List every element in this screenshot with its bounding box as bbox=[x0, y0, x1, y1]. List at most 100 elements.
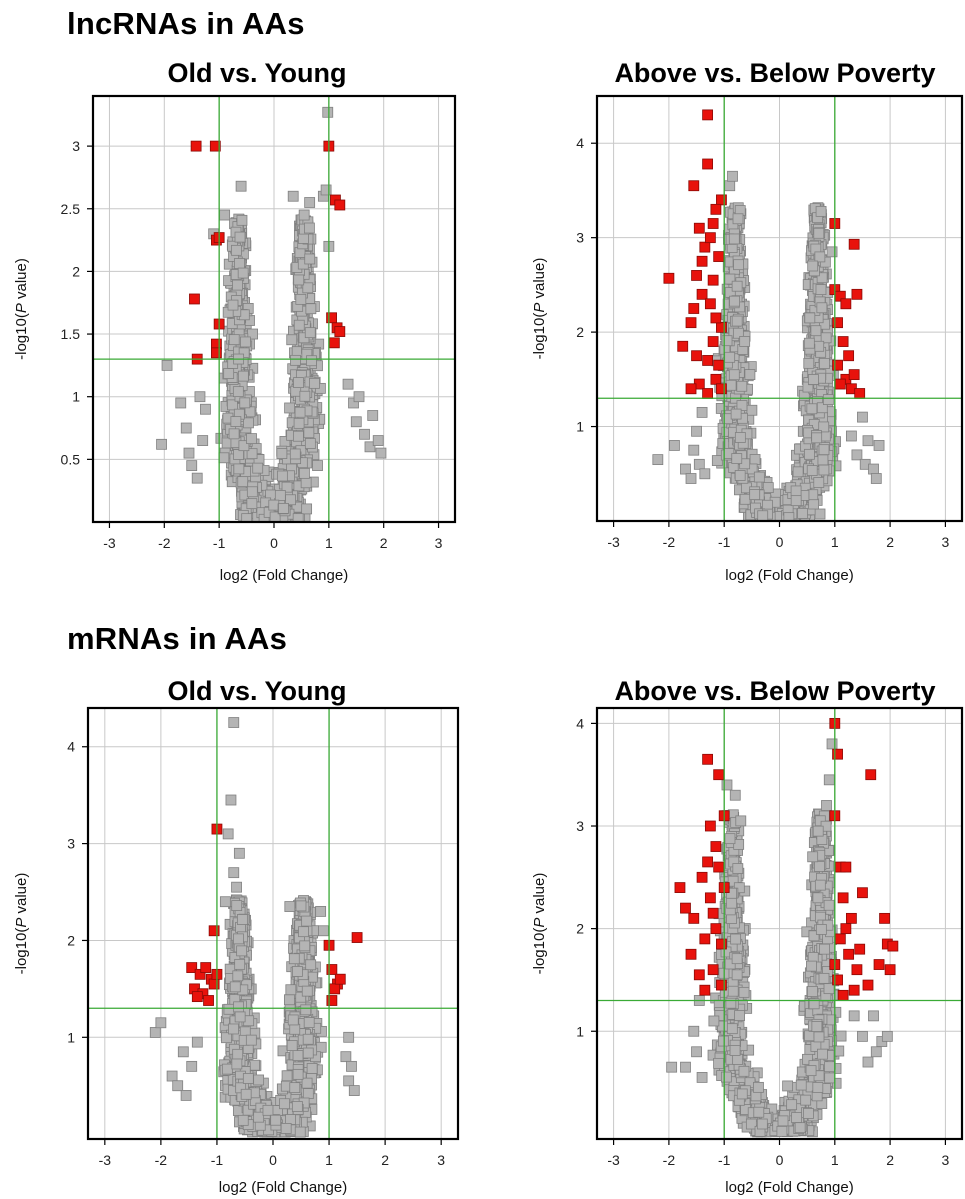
nonsignificant-point bbox=[803, 357, 815, 369]
y-axis-label: -log10(P value) bbox=[13, 873, 30, 975]
nonsignificant-point bbox=[229, 981, 241, 993]
nonsignificant-point bbox=[803, 337, 815, 349]
x-tick-label: -3 bbox=[607, 534, 620, 550]
nonsignificant-point bbox=[234, 231, 246, 243]
nonsignificant-point bbox=[309, 377, 320, 389]
x-tick-label: -2 bbox=[155, 1152, 168, 1168]
significant-point bbox=[208, 978, 220, 990]
nonsignificant-point bbox=[728, 233, 740, 245]
nonsignificant-point bbox=[711, 455, 723, 466]
significant-point bbox=[702, 109, 714, 121]
nonsignificant-point bbox=[237, 1114, 249, 1126]
nonsignificant-point bbox=[818, 464, 830, 476]
nonsignificant-point bbox=[797, 508, 808, 519]
x-axis-label: log2 (Fold Change) bbox=[219, 1179, 347, 1196]
nonsignificant-point bbox=[304, 222, 315, 234]
nonsignificant-point bbox=[845, 430, 857, 442]
nonsignificant-point bbox=[302, 1088, 314, 1100]
nonsignificant-point bbox=[312, 460, 323, 471]
nonsignificant-point bbox=[724, 273, 736, 285]
nonsignificant-point bbox=[810, 325, 822, 337]
nonsignificant-point bbox=[736, 400, 748, 411]
nonsignificant-point bbox=[286, 1040, 298, 1051]
y-tick-label: 3 bbox=[576, 230, 584, 246]
nonsignificant-point bbox=[669, 440, 680, 451]
nonsignificant-point bbox=[814, 508, 826, 520]
nonsignificant-point bbox=[281, 481, 293, 493]
significant-point bbox=[716, 321, 727, 333]
nonsignificant-point bbox=[289, 1082, 301, 1094]
nonsignificant-point bbox=[724, 351, 736, 363]
x-tick-label: 0 bbox=[776, 534, 784, 550]
nonsignificant-point bbox=[281, 1070, 293, 1082]
nonsignificant-point bbox=[236, 914, 248, 925]
nonsignificant-point bbox=[322, 106, 334, 118]
nonsignificant-point bbox=[177, 1046, 189, 1058]
nonsignificant-point bbox=[816, 402, 828, 414]
nonsignificant-point bbox=[727, 170, 738, 182]
nonsignificant-point bbox=[149, 1027, 161, 1038]
nonsignificant-point bbox=[225, 794, 237, 806]
nonsignificant-point bbox=[237, 267, 249, 279]
nonsignificant-point bbox=[826, 246, 838, 258]
significant-point bbox=[851, 288, 863, 300]
significant-point bbox=[691, 350, 702, 362]
significant-point bbox=[716, 194, 727, 206]
nonsignificant-point bbox=[350, 416, 362, 428]
y-tick-label: 3 bbox=[67, 836, 75, 852]
nonsignificant-point bbox=[175, 397, 187, 409]
nonsignificant-point bbox=[348, 1085, 360, 1096]
nonsignificant-point bbox=[223, 368, 235, 379]
nonsignificant-point bbox=[725, 379, 737, 391]
nonsignificant-point bbox=[857, 411, 868, 423]
significant-point bbox=[837, 336, 849, 347]
nonsignificant-point bbox=[236, 214, 248, 226]
nonsignificant-point bbox=[342, 378, 354, 390]
nonsignificant-point bbox=[749, 454, 761, 465]
y-tick-label: 2 bbox=[67, 932, 75, 948]
nonsignificant-point bbox=[817, 454, 829, 466]
nonsignificant-point bbox=[807, 374, 819, 385]
significant-point bbox=[326, 964, 338, 975]
y-tick-label: 4 bbox=[67, 739, 75, 755]
nonsignificant-point bbox=[186, 1060, 198, 1072]
x-tick-label: -1 bbox=[718, 534, 731, 550]
nonsignificant-point bbox=[343, 1031, 355, 1043]
nonsignificant-point bbox=[306, 355, 317, 367]
nonsignificant-point bbox=[757, 510, 769, 521]
y-tick-label: 1 bbox=[67, 1029, 75, 1045]
nonsignificant-point bbox=[293, 319, 305, 331]
nonsignificant-point bbox=[233, 463, 245, 475]
nonsignificant-point bbox=[293, 417, 305, 429]
nonsignificant-point bbox=[223, 1003, 235, 1015]
nonsignificant-point bbox=[285, 1114, 296, 1125]
nonsignificant-point bbox=[730, 408, 742, 420]
nonsignificant-point bbox=[232, 386, 244, 398]
nonsignificant-point bbox=[870, 473, 882, 484]
nonsignificant-point bbox=[346, 1060, 357, 1072]
nonsignificant-point bbox=[262, 1104, 274, 1116]
significant-point bbox=[334, 199, 346, 211]
nonsignificant-point bbox=[287, 1014, 299, 1026]
nonsignificant-point bbox=[233, 1001, 244, 1013]
nonsignificant-point bbox=[276, 470, 288, 482]
significant-point bbox=[707, 218, 719, 229]
nonsignificant-point bbox=[235, 1082, 247, 1094]
nonsignificant-point bbox=[835, 1030, 847, 1042]
nonsignificant-point bbox=[806, 465, 818, 476]
nonsignificant-point bbox=[304, 253, 316, 265]
nonsignificant-point bbox=[364, 441, 376, 453]
nonsignificant-point bbox=[304, 438, 316, 449]
x-tick-label: -2 bbox=[158, 535, 171, 551]
nonsignificant-point bbox=[816, 302, 828, 314]
nonsignificant-point bbox=[348, 397, 359, 409]
y-tick-label: 3 bbox=[72, 138, 80, 154]
y-axis-label: -log10(P value) bbox=[13, 258, 30, 360]
significant-point bbox=[334, 326, 346, 337]
nonsignificant-point bbox=[353, 391, 365, 403]
nonsignificant-point bbox=[753, 471, 765, 483]
nonsignificant-point bbox=[200, 403, 211, 415]
nonsignificant-point bbox=[303, 1017, 315, 1028]
nonsignificant-point bbox=[245, 1034, 257, 1046]
